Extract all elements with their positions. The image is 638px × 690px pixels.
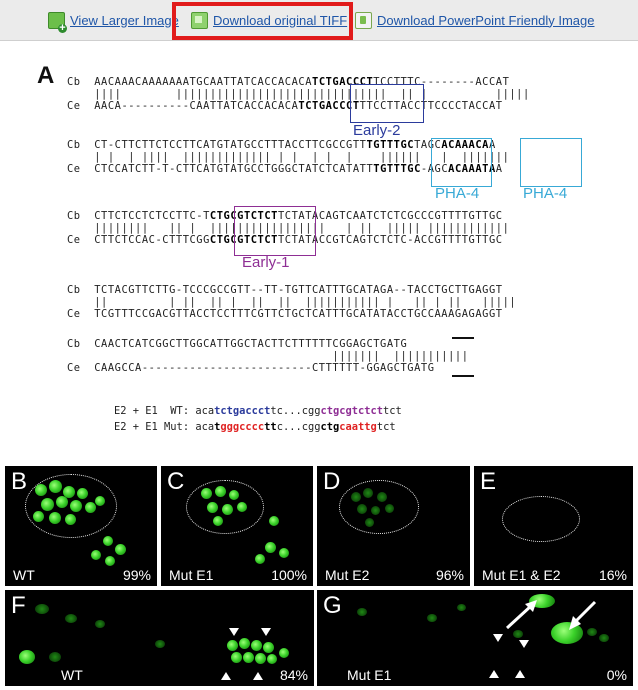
- embryo-outline: [339, 480, 419, 534]
- panel-letter-e: E: [480, 468, 497, 495]
- arrowhead-icon: [519, 640, 529, 648]
- embryo-outline: [186, 480, 264, 534]
- panel-g-percent: 0%: [606, 667, 627, 683]
- arrow-icon: [505, 600, 537, 630]
- panel-e: E Mut E1 & E2 16%: [474, 466, 633, 586]
- panel-c: C Mut E1 100%: [161, 466, 313, 586]
- sequence-block-5: Cb CAACTCATCGGCTTGGCATTGGCTACTTCTTTTTTCG…: [67, 338, 469, 374]
- download-ppt-label: Download PowerPoint Friendly Image: [377, 12, 595, 28]
- arrowhead-icon: [493, 634, 503, 642]
- highlight-box: [172, 2, 353, 40]
- panel-f-percent: 84%: [279, 667, 308, 683]
- pha4-box-2: [520, 138, 582, 187]
- sequence-block-1: Cb AACAAACAAAAAAATGCAATTATCACCACACATCTGA…: [67, 76, 530, 112]
- pha4-label-2: PHA-4: [523, 185, 568, 202]
- early2-box: [350, 84, 424, 123]
- view-larger-icon: [48, 11, 67, 33]
- panel-letter-d: D: [323, 468, 341, 495]
- sequence-block-2: Cb CT-CTTCTTCTCCTTCATGTATGCCTTTACCTTCGCC…: [67, 139, 510, 175]
- image-toolbar: View Larger Image Download original TIFF…: [0, 0, 638, 41]
- embryo-outline: [502, 496, 580, 542]
- download-ppt-link[interactable]: Download PowerPoint Friendly Image: [355, 10, 595, 30]
- start-codon-overline: [452, 337, 474, 339]
- arrowhead-icon: [489, 670, 499, 678]
- early2-label: Early-2: [353, 122, 401, 139]
- panel-d-percent: 96%: [435, 567, 464, 583]
- panel-c-percent: 100%: [271, 567, 307, 583]
- powerpoint-icon: [355, 11, 372, 29]
- panel-d: D Mut E2 96%: [317, 466, 470, 586]
- panel-g: G Mut E1 0%: [317, 590, 633, 686]
- early1-label: Early-1: [242, 254, 290, 271]
- arrowhead-icon: [515, 670, 525, 678]
- arrowhead-icon: [229, 628, 239, 636]
- view-larger-link[interactable]: View Larger Image: [48, 10, 179, 33]
- arrowhead-icon: [261, 628, 271, 636]
- arrowhead-icon: [221, 672, 231, 680]
- panel-f: F WT 84%: [5, 590, 314, 686]
- legend-mut: E2 + E1 Mut: acatgggccccttc...cggctgcaat…: [114, 421, 396, 433]
- panel-g-label: Mut E1: [347, 667, 392, 683]
- early1-box: [234, 206, 316, 256]
- panel-e-label: Mut E1 & E2: [482, 567, 561, 583]
- download-tiff-link[interactable]: Download original TIFF: [191, 10, 347, 30]
- sequence-block-3: Cb CTTCTCCTCTCCTTC-TCTGCGTCTCTTCTATACAGT…: [67, 210, 510, 246]
- panel-letter-c: C: [167, 468, 185, 495]
- panel-letter-b: B: [11, 468, 28, 495]
- panel-d-label: Mut E2: [325, 567, 370, 583]
- panel-b: B WT 99%: [5, 466, 157, 586]
- panel-f-label: WT: [61, 667, 83, 683]
- panel-c-label: Mut E1: [169, 567, 214, 583]
- pha4-label-1: PHA-4: [435, 185, 480, 202]
- embryo-outline: [25, 474, 117, 538]
- tiff-icon: [191, 11, 208, 29]
- panel-b-label: WT: [13, 567, 35, 583]
- legend-wt: E2 + E1 WT: acatctgacccttc...cggctgcgtct…: [114, 405, 402, 417]
- arrowhead-icon: [253, 672, 263, 680]
- view-larger-label: View Larger Image: [70, 12, 179, 28]
- panel-letter-a: A: [37, 62, 55, 89]
- start-codon-underline: [452, 375, 474, 377]
- arrow-icon: [569, 600, 597, 630]
- panel-letter-f: F: [11, 592, 26, 619]
- panel-b-percent: 99%: [122, 567, 151, 583]
- pha4-box-1: [431, 138, 492, 187]
- download-tiff-label: Download original TIFF: [213, 12, 348, 28]
- sequence-block-4: Cb TCTACGTTCTTG-TCCCGCCGTT--TT-TGTTCATTT…: [67, 284, 517, 320]
- panel-letter-g: G: [323, 592, 342, 619]
- figure-panel-a: A Cb AACAAACAAAAAAATGCAATTATCACCACACATCT…: [0, 40, 638, 463]
- panel-e-percent: 16%: [598, 567, 627, 583]
